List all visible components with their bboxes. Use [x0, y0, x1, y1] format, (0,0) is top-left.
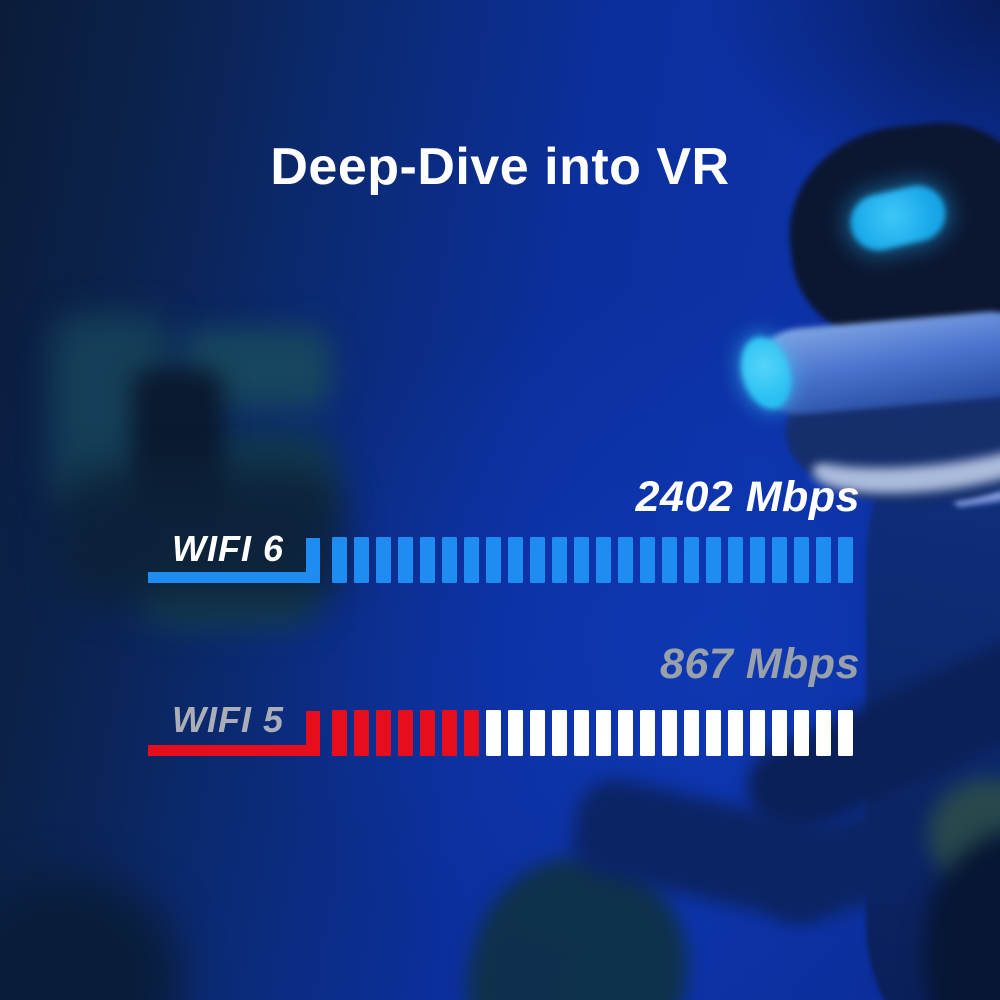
wifi5-segment	[376, 710, 391, 756]
wifi5-segment	[464, 710, 479, 756]
wifi5-segment	[750, 710, 765, 756]
page-title: Deep-Dive into VR	[270, 138, 730, 196]
wifi6-segment	[794, 537, 809, 583]
wifi6-label: WIFI 6	[172, 528, 284, 569]
wifi6-segment	[640, 537, 655, 583]
wifi5-segment	[508, 710, 523, 756]
wifi6-segment	[464, 537, 479, 583]
wifi6-corner	[306, 538, 320, 583]
wifi5-underline	[148, 745, 320, 756]
wifi6-segment	[618, 537, 633, 583]
wifi6-segment	[420, 537, 435, 583]
wifi5-segment	[530, 710, 545, 756]
wifi6-segment	[530, 537, 545, 583]
wifi5-segment	[838, 710, 853, 756]
wifi6-segment	[684, 537, 699, 583]
wifi5-label: WIFI 5	[172, 699, 284, 740]
wifi6-segment	[574, 537, 589, 583]
wifi5-segment	[706, 710, 721, 756]
wifi5-segment	[486, 710, 501, 756]
wifi5-segment	[772, 710, 787, 756]
background-dark-blob	[0, 875, 180, 1000]
wifi5-bar	[332, 710, 853, 756]
wifi6-segment	[442, 537, 457, 583]
wifi6-value: 2402 Mbps	[635, 473, 860, 521]
wifi6-segment	[838, 537, 853, 583]
wifi6-bar	[332, 537, 853, 583]
wifi5-segment	[596, 710, 611, 756]
wifi5-segment	[398, 710, 413, 756]
wifi5-value: 867 Mbps	[660, 640, 860, 688]
wifi6-segment	[816, 537, 831, 583]
wifi5-segment	[442, 710, 457, 756]
wifi5-segment	[354, 710, 369, 756]
wifi5-corner	[306, 711, 320, 756]
wifi6-segment	[596, 537, 611, 583]
wifi5-segment	[662, 710, 677, 756]
wifi6-segment	[662, 537, 677, 583]
wifi5-segment	[420, 710, 435, 756]
wifi6-segment	[750, 537, 765, 583]
wifi6-segment	[728, 537, 743, 583]
wifi5-segment	[728, 710, 743, 756]
wifi5-segment	[794, 710, 809, 756]
wifi5-segment	[552, 710, 567, 756]
wifi6-segment	[508, 537, 523, 583]
wifi5-segment	[816, 710, 831, 756]
wifi5-segment	[618, 710, 633, 756]
wifi6-underline	[148, 572, 320, 583]
wifi6-segment	[552, 537, 567, 583]
wifi6-segment	[398, 537, 413, 583]
wifi5-segment	[332, 710, 347, 756]
wifi6-segment	[354, 537, 369, 583]
wifi6-segment	[706, 537, 721, 583]
wifi6-segment	[772, 537, 787, 583]
wifi6-segment	[332, 537, 347, 583]
wifi6-segment	[486, 537, 501, 583]
wifi5-segment	[684, 710, 699, 756]
wifi6-segment	[376, 537, 391, 583]
wifi5-segment	[574, 710, 589, 756]
wifi5-segment	[640, 710, 655, 756]
